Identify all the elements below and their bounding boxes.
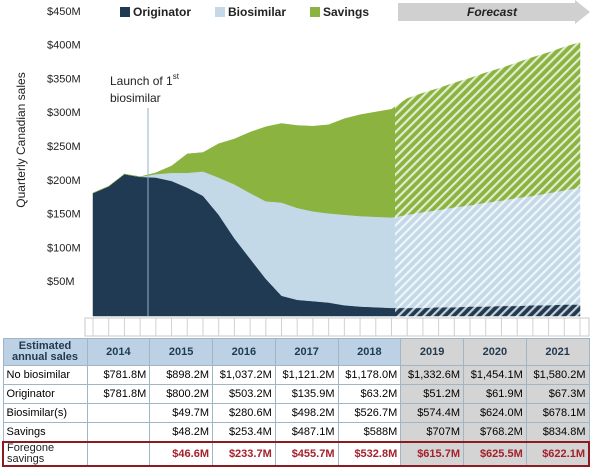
legend-swatch: [310, 7, 320, 17]
table-row: Biosimilar(s) $49.7M $280.6M $498.2M $526.7M…: [2, 403, 590, 423]
cell: $625.5M: [463, 441, 527, 467]
cell: $624.0M: [463, 403, 527, 423]
cell: $280.6M: [212, 403, 276, 423]
y-tick-label: $300M: [47, 107, 81, 119]
row-label: Foregone savings: [2, 441, 88, 467]
legend-swatch: [120, 7, 130, 17]
cell: $781.8M: [86, 384, 151, 404]
forecast-arrow: [398, 0, 590, 24]
header-row: Estimated annual sales 2014 2015 2016 2017 20…: [2, 338, 590, 366]
year-header: 2014: [86, 338, 151, 366]
cell: [86, 422, 151, 443]
year-header: 2015: [149, 338, 213, 366]
y-tick-label: $50M: [47, 276, 75, 288]
y-tick-label: $350M: [47, 73, 81, 85]
year-header: 2017: [274, 338, 339, 366]
cell: $1,178.0M: [337, 365, 402, 385]
forecast-hatch: [395, 30, 585, 320]
cell: $898.2M: [149, 365, 213, 385]
chart: Forecast Quarterly Canadian sales Launch…: [14, 0, 590, 337]
cell: $48.2M: [149, 422, 213, 443]
cell: $800.2M: [149, 384, 213, 404]
cell: $781.8M: [86, 365, 151, 385]
legend-label: Biosimilar: [228, 5, 286, 19]
row-label: Biosimilar(s): [2, 403, 88, 423]
y-tick-label: $400M: [47, 40, 81, 52]
cell: $51.2M: [400, 384, 464, 404]
cell: $498.2M: [274, 403, 339, 423]
table-row: Originator $781.8M $800.2M $503.2M $135.9M $6…: [2, 384, 590, 404]
cell: $1,580.2M: [525, 365, 590, 385]
table-row: Savings $48.2M $253.4M $487.1M $588M $707M $76…: [2, 422, 590, 443]
legend-swatch: [215, 7, 225, 17]
row-label: Originator: [2, 384, 88, 404]
cell: $63.2M: [337, 384, 402, 404]
annotation: Launch of 1st: [110, 72, 180, 88]
cell: $135.9M: [274, 384, 339, 404]
cell: $1,332.6M: [400, 365, 464, 385]
legend-label: Savings: [323, 5, 369, 19]
annotation-superscript: st: [173, 72, 180, 81]
cell: $233.7M: [212, 441, 276, 467]
cell: $588M: [337, 422, 402, 443]
cell: [86, 403, 151, 423]
annotation-line2: biosimilar: [110, 91, 161, 105]
year-header: 2020: [463, 338, 527, 366]
y-tick-label: $250M: [47, 141, 81, 153]
y-axis-title: Quarterly Canadian sales: [14, 72, 28, 207]
year-header: 2019: [400, 338, 464, 366]
table-row: Foregone savings $46.6M $233.7M $455.7M $532…: [2, 441, 590, 467]
table-row: No biosimilar $781.8M $898.2M $1,037.2M $1,1…: [2, 365, 590, 385]
year-header: 2021: [525, 338, 590, 366]
cell: $61.9M: [463, 384, 527, 404]
data-table: Estimated annual sales 2014 2015 2016 2017 20…: [2, 338, 590, 467]
y-tick-label: $450M: [47, 6, 81, 18]
cell: $526.7M: [337, 403, 402, 423]
cell: $615.7M: [400, 441, 464, 467]
table-header: Estimated annual sales: [2, 338, 88, 366]
cell: $1,454.1M: [463, 365, 527, 385]
cell: $678.1M: [525, 403, 590, 423]
year-header: 2016: [212, 338, 276, 366]
cell: $622.1M: [525, 441, 590, 467]
cell: $455.7M: [274, 441, 339, 467]
cell: $503.2M: [212, 384, 276, 404]
legend-label: Originator: [133, 5, 191, 19]
cell: $707M: [400, 422, 464, 443]
x-axis-box: [84, 317, 590, 337]
row-label: No biosimilar: [2, 365, 88, 385]
cell: $46.6M: [149, 441, 213, 467]
cell: $834.8M: [525, 422, 590, 443]
forecast-label: Forecast: [467, 5, 518, 19]
cell: $67.3M: [525, 384, 590, 404]
y-tick-label: $100M: [47, 242, 81, 254]
x-axis-strip: [84, 317, 590, 337]
y-tick-label: $150M: [47, 209, 81, 221]
cell: $1,121.2M: [274, 365, 339, 385]
cell: $768.2M: [463, 422, 527, 443]
cell: $574.4M: [400, 403, 464, 423]
y-tick-label: $200M: [47, 175, 81, 187]
cell: $487.1M: [274, 422, 339, 443]
cell: $532.8M: [337, 441, 402, 467]
annotation-text: Launch of 1: [110, 74, 173, 88]
cell: $49.7M: [149, 403, 213, 423]
year-header: 2018: [337, 338, 402, 366]
row-label: Savings: [2, 422, 88, 443]
cell: $253.4M: [212, 422, 276, 443]
cell: [86, 441, 151, 467]
cell: $1,037.2M: [212, 365, 276, 385]
